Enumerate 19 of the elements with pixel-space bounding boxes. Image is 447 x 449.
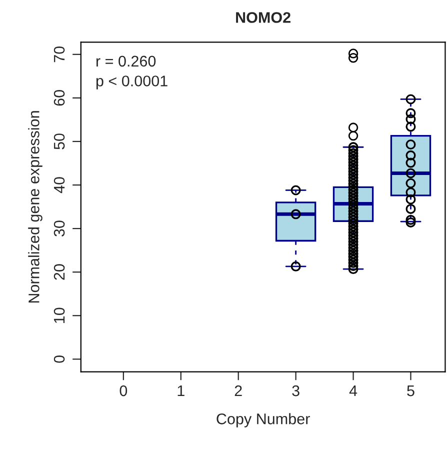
- y-axis-title: Normalized gene expression: [28, 111, 42, 303]
- x-tick-label: 2: [234, 385, 242, 396]
- y-tick-label: 40: [54, 177, 65, 194]
- y-tick-label: 50: [54, 134, 65, 150]
- annotation: p < 0.0001: [96, 76, 168, 90]
- annotation: r = 0.260: [96, 56, 156, 67]
- y-tick-label: 70: [54, 46, 65, 62]
- y-tick-label: 60: [54, 90, 65, 106]
- x-tick-label: 3: [292, 385, 300, 396]
- x-axis-title: Copy Number: [216, 413, 310, 428]
- x-tick-label: 5: [407, 386, 414, 396]
- x-tick-label: 0: [120, 385, 128, 396]
- y-tick-label: 20: [54, 264, 65, 280]
- chart-title: NOMO2: [236, 12, 290, 23]
- x-tick-label: 4: [349, 386, 358, 396]
- x-tick-label: 1: [178, 386, 184, 396]
- y-tick-label: 0: [54, 355, 65, 363]
- y-tick-label: 30: [54, 220, 65, 236]
- y-tick-label: 10: [54, 308, 65, 323]
